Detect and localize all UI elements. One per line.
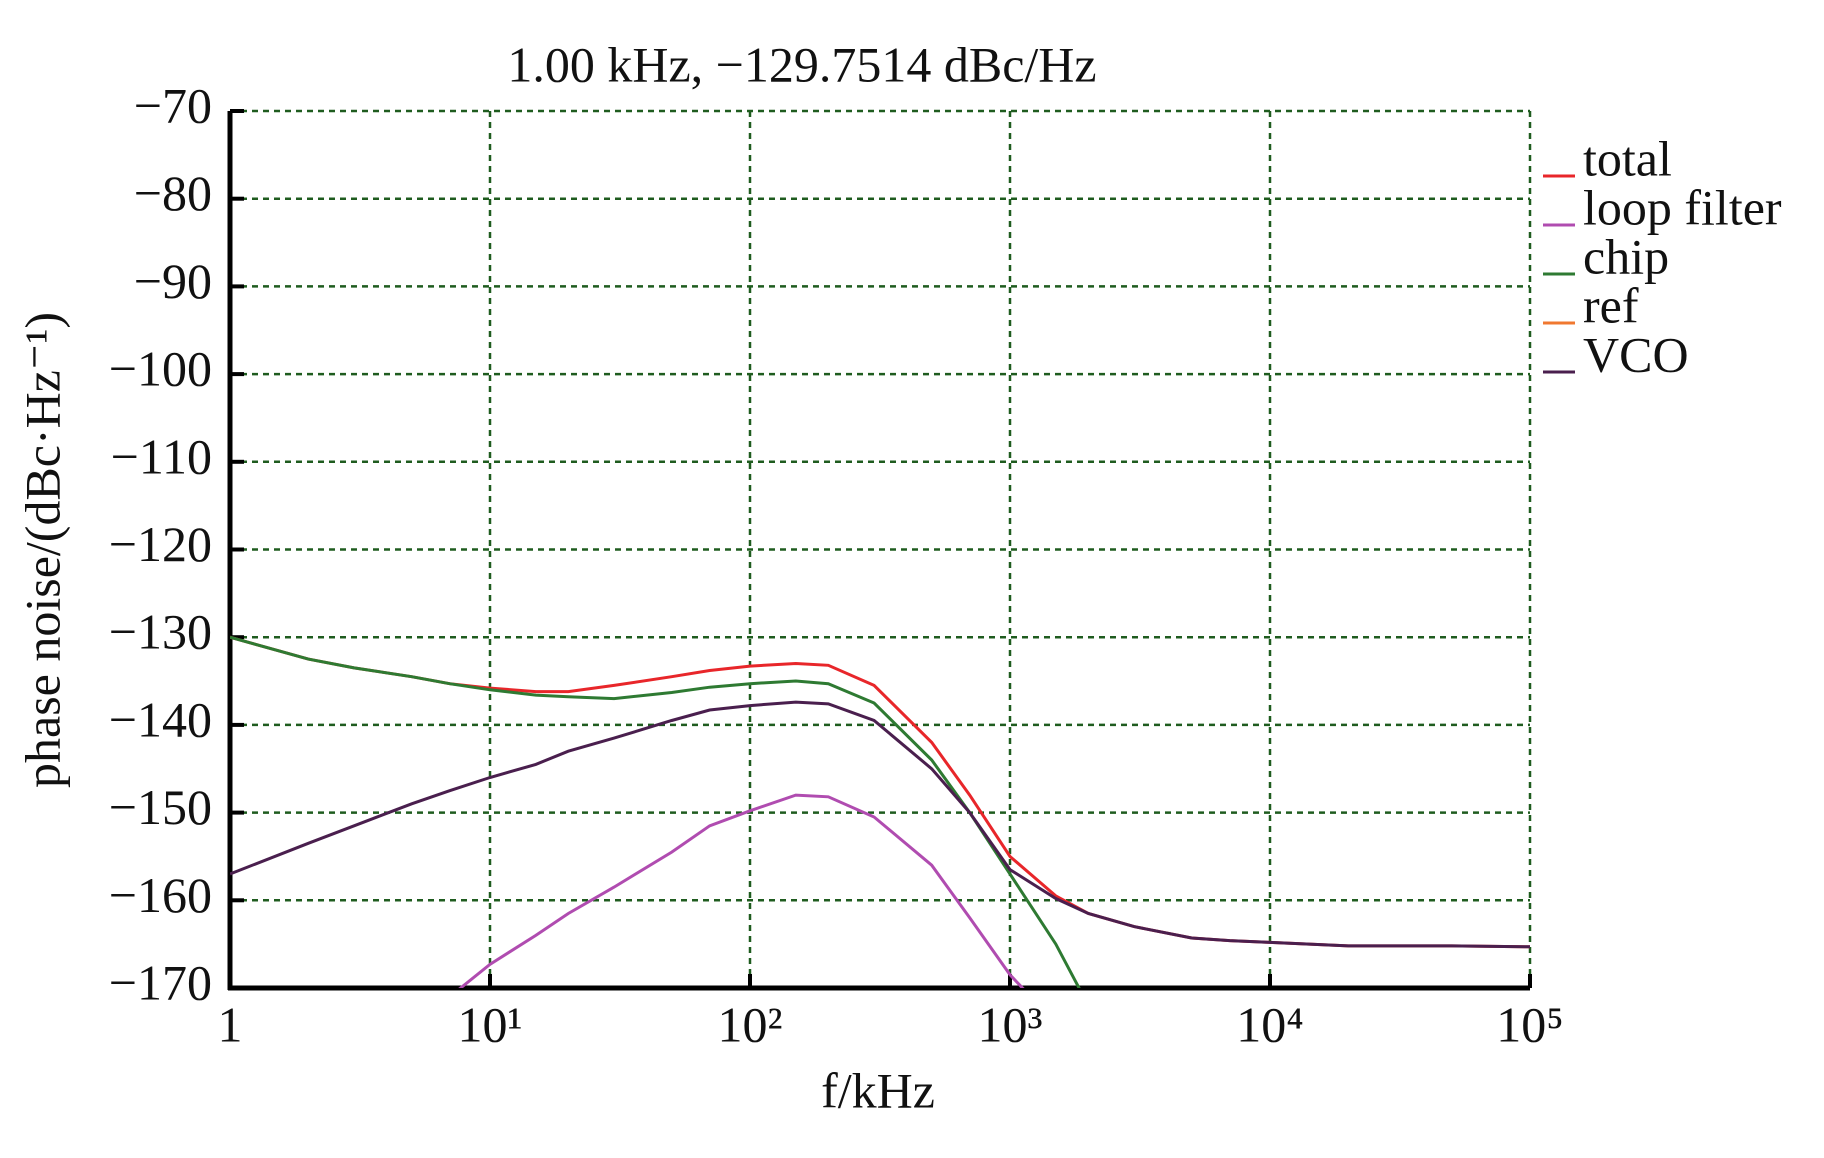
y-tick-label: −150	[109, 779, 212, 835]
series-line	[230, 700, 1530, 949]
y-tick-label: −100	[109, 341, 212, 397]
legend-label: ref	[1583, 277, 1639, 333]
y-tick-label: −80	[134, 165, 212, 221]
x-tick-label: 10⁵	[1496, 996, 1563, 1052]
y-tick-label: −130	[109, 604, 212, 660]
series-line	[230, 635, 1081, 988]
x-tick-label: 10²	[718, 996, 783, 1052]
y-tick-label: −90	[134, 253, 212, 309]
series-line	[458, 793, 1025, 988]
legend-label: chip	[1583, 228, 1669, 284]
y-tick-label: −70	[134, 77, 212, 133]
plot-area	[230, 635, 1530, 988]
y-tick-label: −120	[109, 516, 212, 572]
y-tick-label: −160	[109, 867, 212, 923]
x-tick-label: 10¹	[458, 996, 523, 1052]
y-tick-label: −140	[109, 691, 212, 747]
y-tick-label: −110	[111, 428, 212, 484]
x-axis-label: f/kHz	[821, 1062, 935, 1118]
x-tick-label: 1	[218, 996, 243, 1052]
x-tick-label: 10⁴	[1236, 996, 1303, 1052]
legend-label: loop filter	[1583, 179, 1782, 235]
legend-label: total	[1583, 130, 1672, 186]
chart-title: 1.00 kHz, −129.7514 dBc/Hz	[507, 36, 1096, 92]
y-axis-label: phase noise/(dBc·Hz⁻¹)	[14, 312, 70, 788]
x-tick-label: 10³	[978, 996, 1043, 1052]
y-tick-label: −170	[109, 954, 212, 1010]
legend-label: VCO	[1583, 326, 1689, 382]
